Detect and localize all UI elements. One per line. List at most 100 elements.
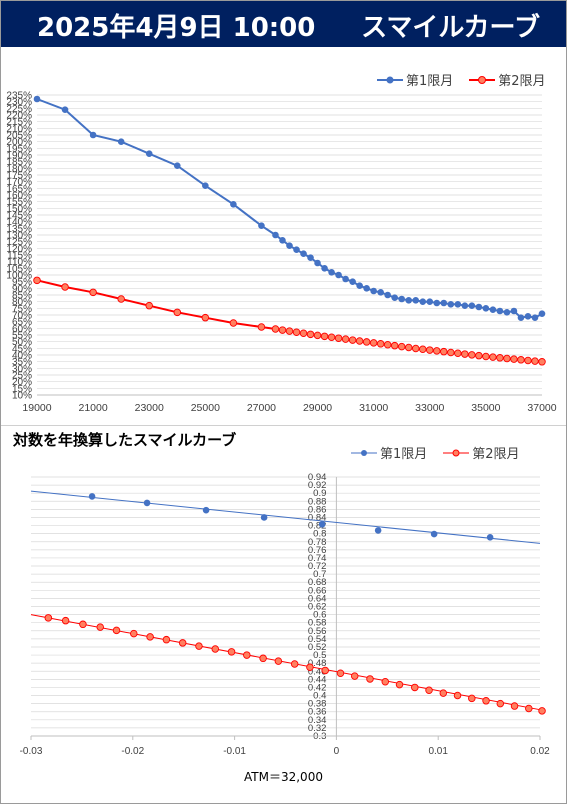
- data-point-2: [397, 342, 406, 351]
- y-tick-label: 85%: [12, 291, 32, 302]
- y-tick-label: 205%: [6, 131, 32, 142]
- y-tick-label: 170%: [6, 177, 32, 188]
- x-tick-label: 23000: [135, 402, 164, 414]
- data-point-2: [355, 337, 364, 345]
- data-point-1: [391, 294, 399, 301]
- x-tick-label: 33000: [415, 402, 444, 414]
- data-point-2: [454, 349, 462, 358]
- y-tick-label: 0.34: [308, 715, 327, 726]
- y-tick-label: 0.38: [308, 699, 327, 710]
- y-tick-label: 45%: [12, 344, 32, 355]
- y-tick-label: 195%: [6, 144, 32, 155]
- y-tick-label: 0.58: [308, 618, 327, 629]
- data-point-2: [350, 672, 359, 680]
- data-point-2: [468, 351, 476, 359]
- y-tick-label: 0.54: [308, 634, 327, 645]
- series-line-2: [36, 279, 543, 363]
- data-point-1: [230, 201, 237, 208]
- y-tick-label: 0.82: [308, 521, 327, 532]
- data-point-1: [88, 493, 96, 500]
- data-point-2: [482, 352, 490, 361]
- x-tick-label: 25000: [191, 402, 220, 414]
- y-tick-label: 0.32: [308, 723, 327, 734]
- y-tick-label: 180%: [6, 164, 32, 175]
- y-tick-label: 135%: [6, 224, 32, 235]
- y-tick-label: 95%: [12, 277, 32, 288]
- data-point-2: [525, 704, 533, 713]
- data-point-1: [531, 314, 539, 321]
- data-point-1: [335, 271, 342, 279]
- y-tick-label: 0.62: [308, 602, 327, 613]
- data-point-2: [145, 301, 153, 310]
- x-tick-label: 0.01: [428, 746, 448, 757]
- data-point-1: [384, 291, 391, 299]
- data-point-1: [510, 307, 518, 315]
- data-point-1: [145, 150, 153, 157]
- data-point-1: [272, 231, 279, 239]
- data-point-2: [524, 356, 532, 365]
- data-point-2: [461, 350, 469, 358]
- y-tick-label: 0.9: [313, 488, 326, 499]
- x-tick-label: 31000: [359, 402, 388, 414]
- y-tick-label: 0.66: [308, 585, 327, 596]
- data-point-2: [412, 344, 420, 353]
- data-point-2: [278, 326, 287, 334]
- chart2-plot: 0.30.320.340.360.380.40.420.440.460.480.…: [20, 472, 551, 757]
- data-point-1: [349, 278, 356, 285]
- data-point-2: [259, 654, 267, 663]
- x-tick-label: -0.01: [223, 746, 246, 757]
- legend-symbol-blue: [377, 76, 403, 83]
- data-point-1: [489, 306, 497, 313]
- y-tick-label: 235%: [6, 91, 32, 102]
- header-bar: 2025年4月9日 10:00 スマイルカーブ: [1, 1, 566, 47]
- y-tick-label: 75%: [12, 304, 32, 315]
- data-point-2: [313, 331, 322, 340]
- data-point-1: [468, 302, 476, 309]
- y-tick-label: 0.74: [308, 553, 327, 564]
- data-point-1: [300, 250, 307, 257]
- y-tick-label: 110%: [7, 257, 32, 268]
- data-point-2: [376, 340, 385, 348]
- y-tick-label: 225%: [6, 104, 32, 115]
- data-point-1: [307, 254, 314, 261]
- y-tick-label: 140%: [6, 217, 32, 228]
- data-point-2: [510, 702, 519, 710]
- y-tick-label: 130%: [6, 231, 32, 242]
- data-point-2: [395, 680, 404, 689]
- y-tick-label: 80%: [12, 297, 32, 308]
- data-point-1: [342, 275, 349, 283]
- data-point-1: [363, 285, 370, 292]
- data-point-2: [439, 689, 448, 697]
- x-tick-label: 19000: [22, 402, 51, 414]
- data-point-2: [404, 343, 413, 352]
- y-tick-label: 120%: [6, 244, 32, 255]
- data-point-2: [381, 678, 390, 686]
- data-point-2: [503, 354, 511, 363]
- y-tick-label: 155%: [6, 197, 32, 208]
- data-point-1: [433, 299, 441, 307]
- data-point-2: [336, 669, 345, 678]
- x-tick-label: 35000: [471, 402, 500, 414]
- data-point-1: [524, 313, 532, 320]
- x-tick-label: 0: [334, 746, 340, 757]
- data-point-1: [260, 514, 268, 521]
- data-point-2: [348, 336, 357, 344]
- data-point-2: [306, 663, 314, 671]
- data-point-1: [475, 303, 483, 311]
- legend-item-series2: 第2限月: [469, 70, 546, 89]
- y-tick-label: 220%: [6, 111, 32, 122]
- legend2-label-series1: 第1限月: [380, 447, 428, 462]
- data-point-2: [33, 276, 41, 285]
- data-point-1: [486, 533, 494, 541]
- data-point-1: [173, 162, 181, 169]
- y-tick-label: 175%: [6, 171, 32, 182]
- y-tick-label: 0.36: [308, 707, 327, 718]
- data-point-2: [299, 329, 308, 338]
- legend2-label-series2: 第2限月: [472, 447, 520, 462]
- data-point-1: [517, 314, 525, 321]
- data-point-2: [334, 334, 343, 342]
- y-tick-label: 0.88: [308, 496, 327, 507]
- data-point-1: [419, 298, 427, 305]
- data-point-2: [453, 691, 462, 700]
- y-tick-label: 0.8: [313, 529, 326, 540]
